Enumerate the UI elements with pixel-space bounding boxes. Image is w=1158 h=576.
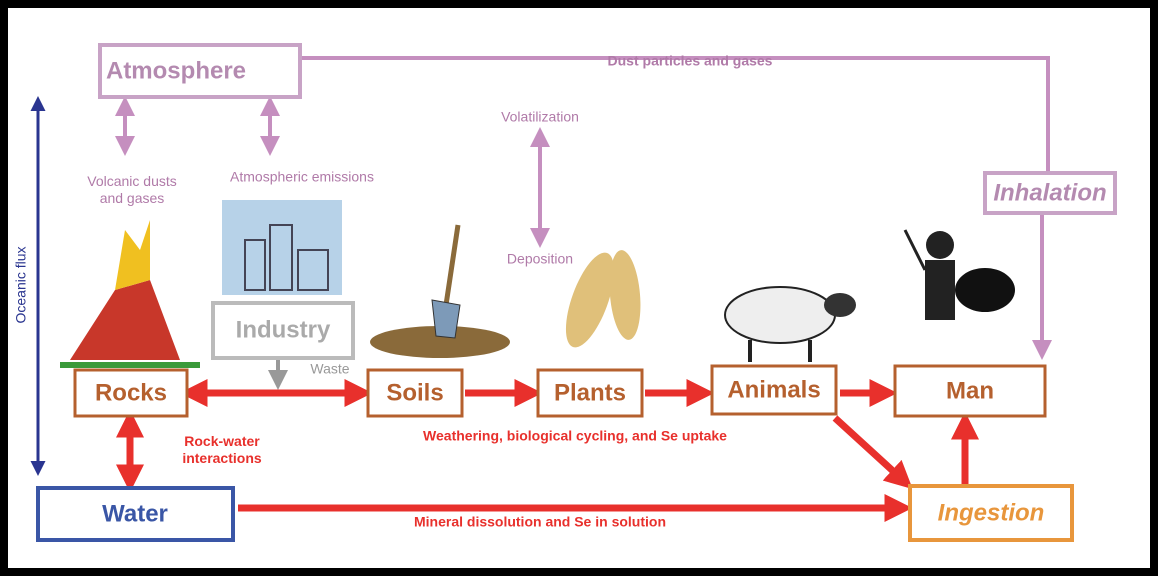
node-label: Animals [727,376,820,403]
city [222,200,342,295]
edge-label: Volatilization [501,109,579,125]
edge-label: Deposition [507,251,573,267]
node-label: Atmosphere [106,57,246,84]
edge-label: Weathering, biological cycling, and Se u… [423,428,727,444]
node-label: Industry [236,316,331,343]
node-label: Plants [554,379,626,406]
node-label: Rocks [95,379,167,406]
edge-label: Oceanic flux [13,246,29,323]
diagram: Atmosphere Inhalation Industry Rocks Soi… [0,0,1158,576]
node-label: Ingestion [938,499,1045,526]
node-label: Water [102,500,168,527]
node-label: Inhalation [993,179,1106,206]
page: Atmosphere Inhalation Industry Rocks Soi… [0,0,1158,576]
node-label: Soils [386,379,443,406]
edge-label: Waste [310,361,349,377]
edge-label: Atmospheric emissions [230,169,374,185]
edge-label: Mineral dissolution and Se in solution [414,514,666,530]
node-label: Man [946,377,994,404]
edge-label: Dust particles and gases [608,53,773,69]
